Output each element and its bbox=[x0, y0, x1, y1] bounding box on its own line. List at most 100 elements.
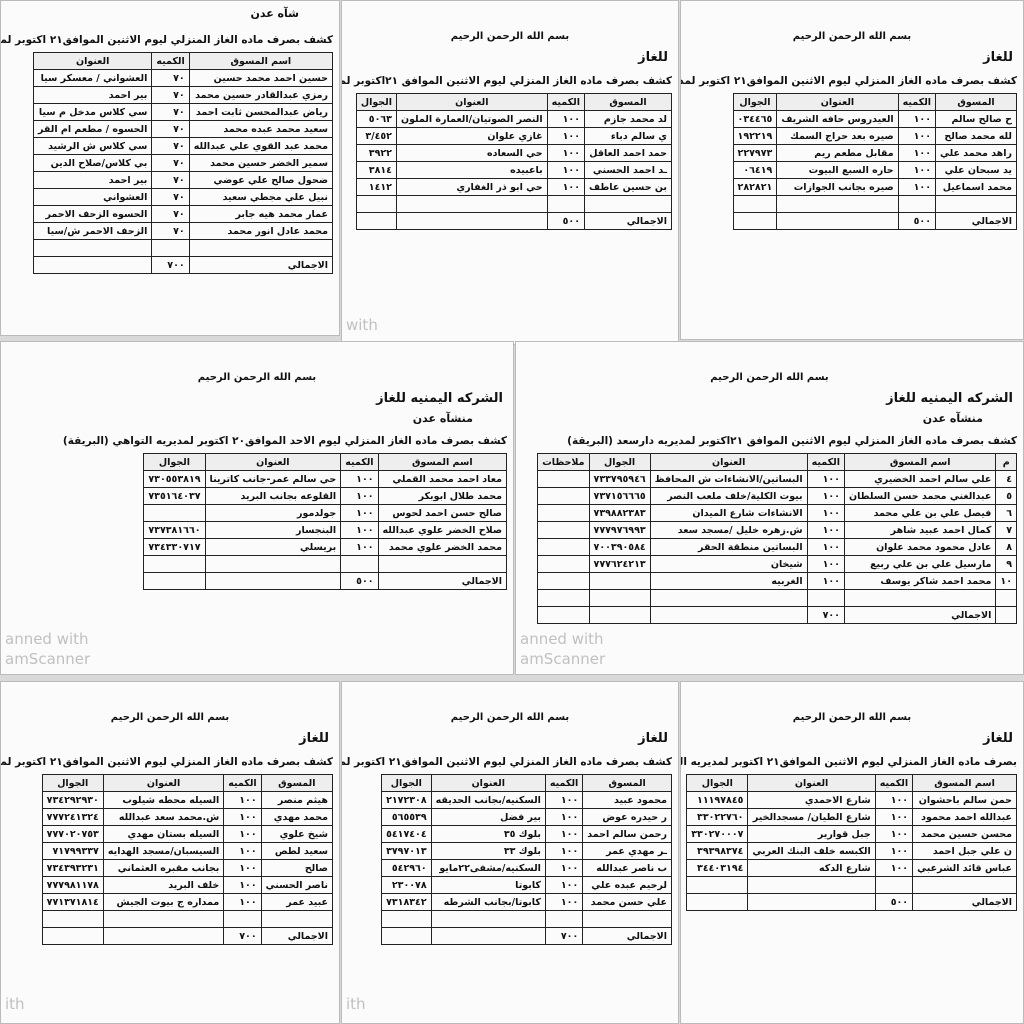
table-cell: ٧٠ bbox=[151, 137, 190, 155]
table-row: محمود عبيد ١٠٠ السكنيه/بجانب الحديقه ٢١٧٢٣٠… bbox=[381, 791, 672, 809]
table-cell: حي سالم عمر-جانب كاترينا bbox=[204, 470, 342, 488]
table-cell: ٧٣٣٧٩٥٩٤٦ bbox=[588, 470, 651, 488]
table-cell: السكنيه/بجانب الحديقه bbox=[430, 791, 546, 809]
table-cell bbox=[430, 910, 546, 928]
table-cell: ٣٨١٤ bbox=[355, 161, 397, 179]
table-row: شيخ علوي ١٠٠ السيله بستان مهدي ٧٧٧٠٢٠٧٥٣ bbox=[41, 825, 334, 843]
table-cell: ممداره ج بيوت الجيش bbox=[102, 893, 225, 911]
column-header: المسوق bbox=[582, 774, 672, 792]
total-label: الاجمالي bbox=[582, 927, 672, 945]
table-cell: ١٠٠ bbox=[544, 859, 584, 877]
table-cell: كابوتا bbox=[430, 876, 546, 894]
table-cell: ٦ bbox=[995, 504, 1017, 522]
table-cell bbox=[151, 239, 190, 257]
table-cell bbox=[584, 195, 672, 213]
column-header: الكميه bbox=[151, 52, 190, 70]
table-cell: ـد احمد الحسني bbox=[584, 161, 672, 179]
table-row: ب ناصر عبدالله ١٠٠ السكنيه/مشفى٢٢مايو ٥٤٢٩٦… bbox=[381, 859, 672, 877]
table-cell: شيخان bbox=[649, 555, 808, 573]
table-cell: ١٩٢٢١٩ bbox=[732, 127, 778, 145]
table-cell: عمار محمد هيه جابر bbox=[188, 205, 334, 223]
table-cell: ٧٣٧٣٨١٦٦٠ bbox=[143, 521, 206, 539]
table-cell: ٧٣٤٢٩٢٩٣٠ bbox=[41, 791, 104, 809]
table-cell bbox=[537, 555, 590, 573]
table-cell bbox=[223, 910, 262, 928]
table-cell: ش.محمد سعد عبدالله bbox=[102, 808, 225, 826]
table-cell bbox=[995, 606, 1017, 624]
table-cell bbox=[537, 589, 590, 607]
table-cell: لرحيم عبده علي bbox=[582, 876, 672, 894]
total-value: ٧٠٠ bbox=[544, 927, 584, 945]
table-cell: حاره السبع البيوت bbox=[776, 161, 899, 179]
total-row: الاجمالي ٧٠٠ bbox=[32, 256, 334, 274]
table-cell: جبل قوارير bbox=[747, 825, 876, 843]
total-row: الاجمالي ٧٠٠ bbox=[41, 927, 334, 945]
document-panel: بسم الله الرحمن الرحيم للغاز كشف بصرف ماده… bbox=[680, 0, 1024, 340]
table-cell: ١٠٠ bbox=[874, 808, 914, 826]
table-cell bbox=[355, 195, 397, 213]
table-cell: محمد الخضر علوي محمد bbox=[377, 538, 508, 556]
table-cell bbox=[340, 555, 379, 573]
table-cell: ٤ bbox=[995, 470, 1017, 488]
table-cell bbox=[537, 504, 590, 522]
table-cell: السيسبان/مسجد الهدايه bbox=[102, 842, 225, 860]
column-header: العنوان bbox=[430, 774, 546, 792]
table-row: ن علي جبل احمد ١٠٠ الكبسه خلف البنك العربي… bbox=[686, 842, 1017, 860]
table-row: حمد احمد العاقل ١٠٠ حي السعاده ٣٩٢٢ bbox=[355, 144, 672, 162]
table-cell: البساتين منطقة الحقر bbox=[649, 538, 808, 556]
table-row: محمد طلال ابوبكر ١٠٠ القلوعه بجانب البريد ٧… bbox=[143, 487, 508, 505]
table-cell bbox=[32, 256, 153, 274]
table-cell: خلف البريد bbox=[102, 876, 225, 894]
table-cell: ٧٠ bbox=[151, 205, 190, 223]
table-cell: ح صالح سالم bbox=[935, 110, 1017, 128]
company-name: الشركه اليمنيه للغاز bbox=[886, 391, 1013, 406]
table-row: عبيد عمر ١٠٠ ممداره ج بيوت الجيش ٧٧١٣٧١٨١٤ bbox=[41, 893, 334, 911]
column-header: الكميه bbox=[544, 774, 584, 792]
scanner-watermark: ith bbox=[5, 995, 25, 1013]
table-cell: ١٠٠ bbox=[544, 808, 584, 826]
table-row: سعيد لطص ١٠٠ السيسبان/مسجد الهدايه ٧١٧٩٩٣٣٧ bbox=[41, 842, 334, 860]
column-header: م bbox=[995, 453, 1017, 471]
table-row: لله محمد صالح ١٠٠ صيره بعد حراج السمك ١٩٢٢١… bbox=[732, 127, 1017, 145]
table-row: ١٠ محمد احمد شاكر يوسف ١٠٠ الغربيه bbox=[537, 572, 1017, 590]
column-header: العنوان bbox=[204, 453, 342, 471]
table-cell: ١٠٠ bbox=[897, 144, 937, 162]
table-cell: ٣٩٣٩٨٣٧٤ bbox=[686, 842, 749, 860]
table-cell: ر حيدره عوض bbox=[582, 808, 672, 826]
table-cell: عبدالغني محمد حسن السلطان bbox=[843, 487, 997, 505]
table-cell: ٧٣٤٣٩٣٢٣١ bbox=[41, 859, 104, 877]
column-header: اسم المسوق bbox=[843, 453, 997, 471]
table-cell: ٧٠٠٣٩٠٥٨٤ bbox=[588, 538, 651, 556]
table-cell: ١٠٠ bbox=[223, 876, 262, 894]
table-cell: ٧٠ bbox=[151, 86, 190, 104]
table-cell: ١٠٠ bbox=[223, 791, 262, 809]
company-name: للغاز bbox=[638, 731, 668, 746]
table-row: عباس قائد الشرعبي ١٠٠ شارع الدكه ٣٤٤٠٣١٩٤ bbox=[686, 859, 1017, 877]
table-cell bbox=[732, 212, 778, 230]
spacer-row bbox=[41, 910, 334, 928]
document-panel: بسم الله الرحمن الرحيم للغاز كشف بصرف ماده… bbox=[0, 681, 340, 1024]
table-cell: شيخ علوي bbox=[260, 825, 334, 843]
basmala: بسم الله الرحمن الرحيم bbox=[197, 372, 317, 383]
table-cell: ١٠٠ bbox=[546, 161, 586, 179]
total-label: الاجمالي bbox=[935, 212, 1017, 230]
scanner-watermark: anned with bbox=[520, 630, 604, 648]
table-cell: القلوعه بجانب البريد bbox=[204, 487, 342, 505]
table-cell: ٧٧٧٠٢٠٧٥٣ bbox=[41, 825, 104, 843]
table-cell bbox=[537, 470, 590, 488]
table-cell: ١٠٠ bbox=[340, 470, 379, 488]
column-header: العنوان bbox=[747, 774, 876, 792]
table-row: محمد مهدي ١٠٠ ش.محمد سعد عبدالله ٧٧٧٢٤١٣٢٤ bbox=[41, 808, 334, 826]
table-row: سمير الخضر حسين محمد ٧٠ بي كلاس/صلاح الدين bbox=[32, 154, 334, 172]
table-row: رياض عبدالمحسن ثابت احمد ٧٠ سي كلاس مدخل م… bbox=[32, 103, 334, 121]
distribution-table: اسم المسوق الكميه العنوان الجوال معاد احمد م… bbox=[143, 453, 508, 590]
table-cell: ٠٣٤٤٦٥ bbox=[732, 110, 778, 128]
table-cell: ٢٢٧٩٧٣ bbox=[732, 144, 778, 162]
column-header: الكميه bbox=[223, 774, 262, 792]
branch-name: شآه عدن bbox=[250, 7, 299, 20]
table-cell: ١٠٠ bbox=[874, 859, 914, 877]
basmala: بسم الله الرحمن الرحيم bbox=[710, 372, 829, 383]
table-cell: بريسلي bbox=[204, 538, 342, 556]
table-cell: بلوك ٣٥ bbox=[430, 825, 546, 843]
column-header: الجوال bbox=[381, 774, 432, 792]
